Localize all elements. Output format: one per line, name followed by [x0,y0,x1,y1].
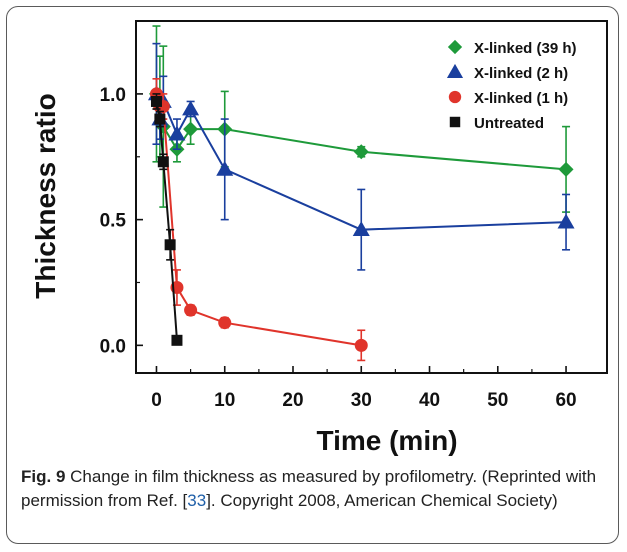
x-tick-label: 10 [214,390,235,411]
legend-label: X-linked (2 h) [474,65,568,82]
y-axis-label: Thickness ratio [30,93,61,298]
figure-frame [6,6,619,544]
figure-caption: Fig. 9 Change in film thickness as measu… [21,465,611,513]
x-tick-label: 60 [555,390,576,411]
data-point [171,334,183,346]
caption-text-end: ]. Copyright 2008, American Chemical Soc… [206,491,558,510]
x-tick-label: 40 [419,390,440,411]
plot-area [147,25,575,362]
legend: X-linked (39 h) X-linked (2 h) X-linked (1… [446,39,577,132]
axes: 0 10 20 30 40 50 60 0.0 0.5 1.0 [100,20,608,411]
data-point [557,213,575,229]
x-tick-label: 20 [282,390,303,411]
data-point [168,125,186,141]
y-tick-label: 0.5 [100,211,127,232]
chart: 0 10 20 30 40 50 600.00.51.0 X-linked (39 h)X-… [30,20,608,456]
caption-label: Fig. 9 [21,467,66,486]
x-tick-label: 50 [487,390,508,411]
data-point [157,156,169,168]
x-axis-label: Time (min) [316,425,457,456]
legend-label: Untreated [474,115,544,132]
data-point [150,95,162,107]
data-point [164,239,176,251]
data-point [558,161,574,177]
data-point [353,144,369,160]
legend-marker [448,90,462,104]
caption-ref-link[interactable]: 33 [187,491,207,510]
data-point [216,160,234,176]
x-tick-label: 30 [351,390,372,411]
data-point [154,113,166,125]
legend-label: X-linked (1 h) [474,90,568,107]
data-point [354,338,368,352]
plot-frame [135,20,608,374]
caption-text: Change in film thickness as measured by … [21,467,597,510]
data-point [183,121,199,137]
data-point [352,221,370,237]
y-tick-label: 0.0 [100,336,126,357]
legend-marker [446,63,464,79]
data-point [182,100,200,116]
legend-marker [447,39,463,55]
y-tick-label: 1.0 [100,85,126,106]
x-tick-label: 0 [151,390,162,411]
data-point [218,316,232,330]
legend-label: X-linked (39 h) [474,40,577,57]
data-point [184,303,198,317]
legend-marker [449,116,461,128]
